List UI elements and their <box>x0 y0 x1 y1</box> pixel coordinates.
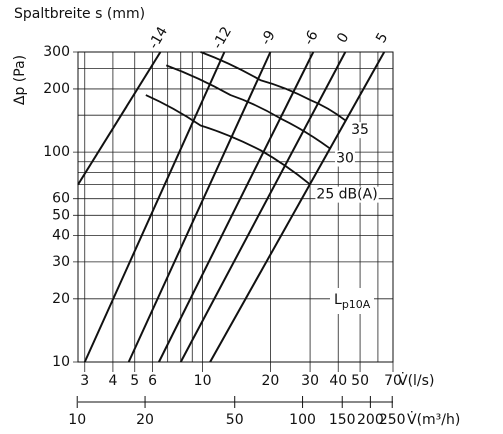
x-axis-label: V̇(l/s) <box>398 372 434 389</box>
gap-label: -14 <box>146 24 171 52</box>
plot-frame <box>77 51 394 363</box>
gap-line <box>83 51 226 363</box>
annotation: Lp10A <box>330 288 374 314</box>
sound-label: 35 <box>351 122 369 138</box>
annotation-main: L <box>334 292 342 308</box>
sound-label-bg <box>335 150 355 167</box>
sound-curve <box>165 64 331 150</box>
sound-label: 25 dB(A) <box>316 187 377 203</box>
x-tick-label: 6 <box>148 373 157 389</box>
gap-label: 5 <box>373 30 391 46</box>
y-tick-label: 300 <box>43 44 70 60</box>
x2-tick-label: 100 <box>289 412 316 428</box>
annotation-sub: p10A <box>342 298 371 311</box>
gap-line <box>209 51 386 363</box>
x2-tick-label: 150 <box>329 412 356 428</box>
sound-label-bg <box>350 122 370 139</box>
y-tick-label: 30 <box>52 254 70 270</box>
annotation-bg <box>330 288 374 314</box>
y-tick-label: 100 <box>43 144 70 160</box>
x2-tick-label: 250 <box>379 412 406 428</box>
x2-tick-label: 200 <box>357 412 384 428</box>
x2-axis-label: V̇(m³/h) <box>407 411 460 428</box>
x-tick-label: 4 <box>108 373 117 389</box>
y-tick-label: 40 <box>52 228 70 244</box>
annotation-text: Lp10A <box>334 292 371 311</box>
y-tick-label: 50 <box>52 207 70 223</box>
y-tick-label: 10 <box>52 354 70 370</box>
y-tick-label: 200 <box>43 81 70 97</box>
x-tick-label: 20 <box>261 373 279 389</box>
gap-label: -9 <box>258 28 279 48</box>
y-tick-label: 60 <box>52 191 70 207</box>
x-tick-label: 40 <box>329 373 347 389</box>
x-tick-label: 10 <box>194 373 212 389</box>
x-tick-label: 70 <box>384 373 402 389</box>
sound-label-bg <box>315 186 379 203</box>
x-tick-label: 5 <box>130 373 139 389</box>
y-tick-label: 20 <box>52 291 70 307</box>
sound-curve <box>200 51 346 121</box>
x-tick-label: 30 <box>301 373 319 389</box>
x2-tick-label: 10 <box>68 412 86 428</box>
x-tick-label: 3 <box>80 373 89 389</box>
x-tick-label: 50 <box>351 373 369 389</box>
gap-line <box>127 51 272 363</box>
gap-line <box>158 51 315 363</box>
gap-line <box>77 51 162 186</box>
chart-title: Spaltbreite s (mm) <box>14 6 145 22</box>
y-axis-label: Δp (Pa) <box>12 55 28 105</box>
sound-curve <box>145 94 311 186</box>
gap-label: -12 <box>210 24 235 52</box>
gap-line <box>179 51 347 363</box>
sound-label: 30 <box>336 151 354 167</box>
gap-label: 0 <box>334 30 352 46</box>
x2-tick-label: 20 <box>136 412 154 428</box>
x2-tick-label: 50 <box>226 412 244 428</box>
gap-label: -6 <box>301 28 322 48</box>
